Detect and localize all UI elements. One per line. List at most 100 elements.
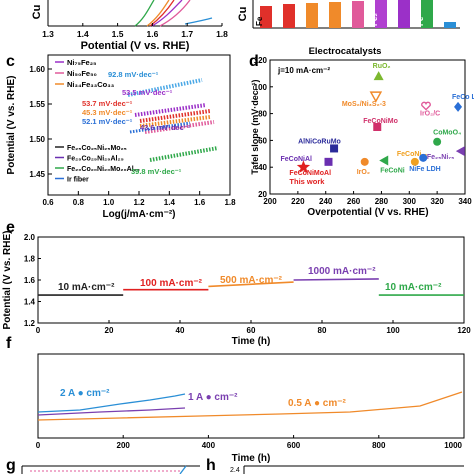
panel-f-series-line	[37, 407, 186, 416]
panel-e-ytick-label: 1.8	[24, 255, 36, 264]
panel-e-series-label: 100 mA·cm⁻²	[140, 278, 203, 289]
legend-label: Fe₂₀Co₂₀Ni₂₀Mo₂₀Al₂₀	[67, 166, 140, 173]
panel-d-point	[330, 144, 339, 153]
panel-f: f 0 200 400 600 800 1000 Time (h) 2 A ● cm⁻² …	[6, 335, 465, 464]
panel-d-ylabel: Tafel slope (mV·dec⁻¹)	[250, 79, 260, 174]
panel-b-bar-label: Fe	[416, 16, 425, 26]
panel-a-xtick-label: 1.8	[216, 29, 228, 39]
panel-c-slope: 43.6 mV·dec⁻¹	[140, 123, 191, 132]
panel-d-xtick-label: 200	[263, 197, 277, 206]
panel-c-ytick-label: 1.60	[29, 65, 45, 74]
panel-d-point-label: FeCoNiAl	[281, 156, 313, 163]
panel-e-ytick-label: 2.0	[24, 233, 36, 242]
panel-a-xtick-label: 1.5	[112, 29, 124, 39]
panel-a-curve	[134, 0, 155, 27]
panel-d-point-label: IrO₂	[357, 169, 370, 176]
panel-f-series-label: 2 A ● cm⁻²	[60, 388, 110, 399]
panel-c-band	[144, 120, 215, 134]
panel-a: Cu 1.3 1.4 1.5 1.6 1.7 1.8 Potential (V vs. R…	[31, 0, 228, 52]
panel-d-point-label: FeCoNi₇₅	[397, 151, 428, 158]
panel-d-point-label: FeCoNiMoAl	[289, 170, 331, 177]
panel-d-point	[360, 157, 369, 166]
panel-f-series-line	[37, 391, 463, 421]
panel-d-point	[373, 123, 382, 131]
panel-f-letter: f	[6, 335, 12, 352]
panel-c-ytick-label: 1.50	[29, 135, 45, 144]
panel-g: g	[6, 457, 200, 474]
panel-c-xtick-label: 0.8	[73, 198, 85, 207]
panel-g-letter: g	[6, 457, 16, 474]
panel-d-ytick-label: 80	[258, 110, 267, 119]
panel-a-xtick-label: 1.7	[181, 29, 193, 39]
panel-e-xtick-label: 100	[386, 326, 400, 335]
panel-d-point	[410, 157, 419, 166]
panel-b-bar	[375, 0, 387, 28]
panel-d-point	[421, 101, 431, 111]
panel-c-xticks: 0.6 0.8 1.0 1.2 1.4 1.6 1.8	[42, 191, 236, 207]
panel-d-xtick-label: 240	[319, 197, 333, 206]
panel-f-xtick-label: 0	[36, 441, 41, 450]
legend-label: Fe₂₅Co₂₅Ni₂₅Mo₂₅	[67, 145, 127, 152]
panel-d-xtick-label: 320	[430, 197, 444, 206]
panel-f-xtick-label: 200	[117, 441, 131, 450]
panel-d-ytick-label: 120	[254, 56, 268, 65]
panel-d-point-label: MoS₂/Ni₃S₂-3	[342, 101, 386, 108]
panel-e: e 1.2 1.4 1.6 1.8 2.0 0 20 40 60 80 100 120 Potent…	[2, 219, 471, 347]
panel-d-point	[296, 160, 311, 173]
panel-a-xtick-label: 1.6	[146, 29, 158, 39]
panel-c-slope: 39.8 mV·dec⁻¹	[131, 167, 182, 176]
panel-d-point-label: Fe₂₅Ni₇₅	[427, 154, 455, 161]
panel-a-curve	[146, 0, 170, 27]
panel-b-bar	[260, 6, 272, 28]
panel-f-xticks: 0 200 400 600 800 1000	[36, 435, 465, 450]
panel-d-ytick-label: 60	[258, 136, 267, 145]
panel-c-bands	[127, 78, 219, 162]
panel-e-ytick-label: 1.6	[24, 276, 36, 285]
panel-c-xtick-label: 1.0	[103, 198, 115, 207]
panel-e-series	[38, 278, 464, 296]
panel-d-point	[455, 146, 465, 157]
panel-d-point	[419, 153, 428, 162]
legend-label: Fe₂₅Co₂₅Ni₂₅Al₂₅	[67, 156, 124, 163]
panel-c-xtick-label: 1.2	[133, 198, 145, 207]
panel-e-series-line	[208, 281, 294, 288]
panel-c-ytick-label: 1.45	[29, 170, 45, 179]
panel-d-point-label: CoMoO₄	[433, 130, 461, 137]
legend-label: Ni₃₄Fe₃₃Co₃₃	[67, 80, 115, 89]
panel-b-bar-label: Fe₂	[370, 13, 379, 26]
panel-c-band	[129, 121, 191, 134]
panel-c-slope: 53.7 mV·dec⁻¹	[82, 99, 133, 108]
panel-c-yticks: 1.45 1.50 1.55 1.60	[29, 65, 52, 179]
panel-b-ylabel: Cu	[237, 7, 249, 22]
panel-c-xtick-label: 1.6	[194, 198, 206, 207]
panel-d-yticks: 20 40 60 80 100 120	[254, 56, 273, 199]
panel-d-point-label: FeCoNiMo	[363, 118, 398, 125]
panel-e-letter: e	[6, 219, 15, 236]
panel-c-legend-top: Ni₇₅Fe₂₅ Ni₅₀Fe₅₀ Ni₃₄Fe₃₃Co₃₃	[55, 58, 115, 89]
panel-a-curve	[184, 17, 213, 25]
panel-c-band	[127, 78, 203, 97]
panel-c-slope: 92.8 mV·dec⁻¹	[108, 70, 159, 79]
panel-e-series-label: 500 mA·cm⁻²	[220, 275, 283, 286]
panel-c-legend-bottom: Fe₂₅Co₂₅Ni₂₅Mo₂₅ Fe₂₅Co₂₅Ni₂₅Al₂₅ Fe₂₀Co₂₀…	[55, 145, 140, 184]
panel-c-slope: 53.5 mV·dec⁻¹	[122, 88, 173, 97]
panel-h-letter: h	[206, 457, 216, 474]
panel-e-yticks: 1.2 1.4 1.6 1.8 2.0	[24, 233, 41, 328]
panel-c-ylabel: Potential (V vs. RHE)	[6, 76, 17, 175]
panel-a-ylabel: Cu	[31, 5, 43, 20]
legend-label: Ir fiber	[67, 177, 89, 184]
panel-a-curve	[149, 0, 175, 27]
panel-f-frame	[37, 353, 465, 439]
panel-c-band	[149, 146, 219, 162]
panel-d-point	[454, 101, 463, 112]
panel-d-xtick-label: 220	[291, 197, 305, 206]
panel-d-xtick-label: 280	[375, 197, 389, 206]
panel-e-series-label: 10 mA·cm⁻²	[58, 282, 115, 293]
panel-b-bar	[398, 0, 410, 28]
panel-d-point	[379, 155, 389, 166]
panel-a-xlabel: Potential (V vs. RHE)	[81, 40, 190, 52]
panel-c-slope: 52.1 mV·dec⁻¹	[82, 117, 133, 126]
legend-label: Ni₅₀Fe₅₀	[67, 69, 97, 78]
panel-b-bar	[352, 1, 364, 28]
